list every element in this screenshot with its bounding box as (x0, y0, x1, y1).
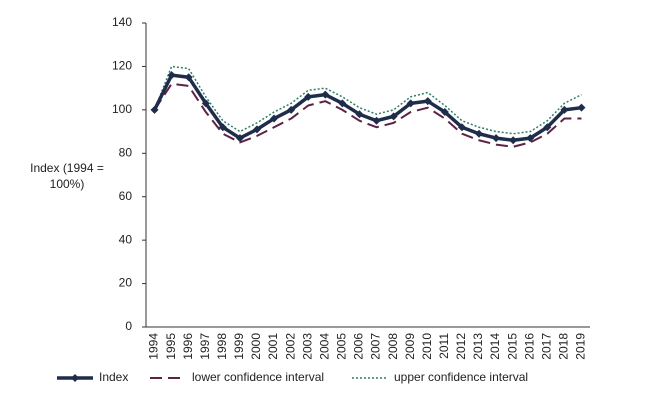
series-line (153, 65, 582, 135)
x-tick-label: 1999 (232, 333, 246, 360)
y-tick-label: 80 (119, 145, 133, 159)
x-tick-label: 2008 (386, 333, 400, 360)
x-tick-label: 2011 (437, 333, 451, 359)
x-tick-label: 2002 (283, 333, 297, 360)
data-point (270, 114, 279, 123)
x-tick-label: 2001 (266, 333, 280, 360)
x-tick-label: 1995 (164, 333, 178, 360)
data-point (167, 71, 176, 80)
data-point (304, 92, 313, 101)
data-point (201, 99, 210, 108)
data-point (389, 112, 398, 121)
data-point (543, 123, 552, 132)
data-point (235, 134, 244, 143)
data-point (287, 105, 296, 114)
y-tick-label: 120 (112, 59, 132, 73)
x-tick-label: 2010 (420, 333, 434, 360)
x-tick-label: 2005 (335, 333, 349, 360)
data-point (406, 99, 415, 108)
x-tick-label: 2007 (369, 333, 383, 360)
x-tick-label: 2014 (488, 333, 502, 360)
data-point (321, 90, 330, 99)
x-tick-label: 1998 (215, 333, 229, 360)
data-point (509, 136, 518, 145)
data-point (253, 125, 261, 134)
data-point (423, 97, 432, 106)
legend-marker (71, 374, 79, 382)
x-tick-label: 2004 (317, 333, 331, 360)
x-tick-label: 2015 (505, 333, 519, 360)
x-tick-label: 2018 (557, 333, 571, 360)
x-tick-label: 2009 (403, 333, 417, 360)
x-tick-label: 1996 (181, 333, 195, 360)
data-point (338, 99, 347, 108)
data-point (492, 134, 501, 143)
x-tick-label: 2016 (522, 333, 536, 360)
y-tick-label: 0 (125, 319, 132, 333)
data-point (577, 103, 586, 112)
data-point (184, 73, 193, 82)
x-tick-label: 2006 (352, 333, 366, 360)
y-tick-label: 20 (119, 276, 133, 290)
x-tick-label: 2003 (300, 333, 314, 360)
y-tick-label: 40 (119, 232, 133, 246)
x-tick-label: 2012 (454, 333, 468, 360)
y-tick-label: 140 (112, 15, 132, 29)
data-point (372, 116, 381, 125)
x-tick-label: 2013 (471, 333, 485, 360)
data-point (560, 105, 569, 114)
series-line (152, 73, 582, 143)
data-point (475, 129, 483, 138)
y-tick-label: 100 (112, 102, 132, 116)
data-point (218, 123, 227, 132)
x-tick-label: 2000 (249, 333, 263, 360)
data-point (457, 123, 466, 132)
y-tick-label: 60 (119, 189, 133, 203)
data-point (150, 105, 159, 114)
y-axis-label: Index (1994 = 100%) (30, 161, 104, 191)
legend-label: upper confidence interval (394, 370, 528, 384)
x-tick-label: 1997 (198, 333, 212, 360)
data-point (526, 134, 535, 143)
data-point (355, 110, 364, 119)
x-tick-label: 1994 (147, 333, 161, 360)
legend-label: Index (99, 370, 128, 384)
legend-label: lower confidence interval (192, 370, 324, 384)
series-line (153, 82, 582, 148)
x-tick-label: 2017 (539, 333, 553, 360)
data-point (440, 108, 449, 117)
x-tick-label: 2019 (574, 333, 588, 360)
